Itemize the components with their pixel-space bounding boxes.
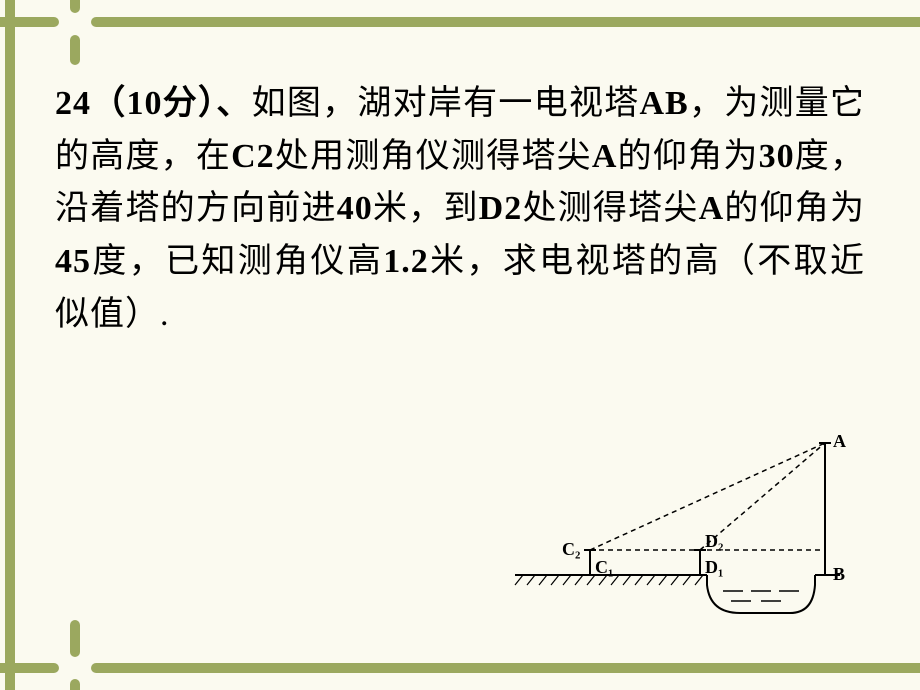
label-c1: C₁	[595, 557, 613, 577]
num-30: 30	[759, 138, 795, 175]
label-d1: D₁	[705, 557, 723, 577]
label-d2: D₂	[705, 531, 723, 551]
geometry-figure: A B C₂ C₁ D₂ D₁	[495, 430, 865, 660]
points-value: 10	[127, 85, 163, 122]
var-c2: C2	[231, 138, 275, 175]
num-40: 40	[337, 190, 373, 227]
var-ab: AB	[639, 85, 688, 122]
label-b: B	[833, 564, 845, 584]
figure-svg: A B C₂ C₁ D₂ D₁	[495, 430, 865, 660]
label-c2: C₂	[562, 539, 580, 559]
problem-number: 24	[55, 85, 91, 122]
var-a2: A	[699, 190, 725, 227]
problem-text: 24（10分）、如图，湖对岸有一电视塔AB，为测量它的高度，在C2处用测角仪测得…	[55, 78, 865, 341]
var-a: A	[592, 138, 618, 175]
var-d2: D2	[479, 190, 523, 227]
num-12: 1.2	[383, 243, 429, 280]
problem-content: 24（10分）、如图，湖对岸有一电视塔AB，为测量它的高度，在C2处用测角仪测得…	[55, 78, 865, 341]
num-45: 45	[55, 243, 91, 280]
label-a: A	[833, 431, 846, 451]
